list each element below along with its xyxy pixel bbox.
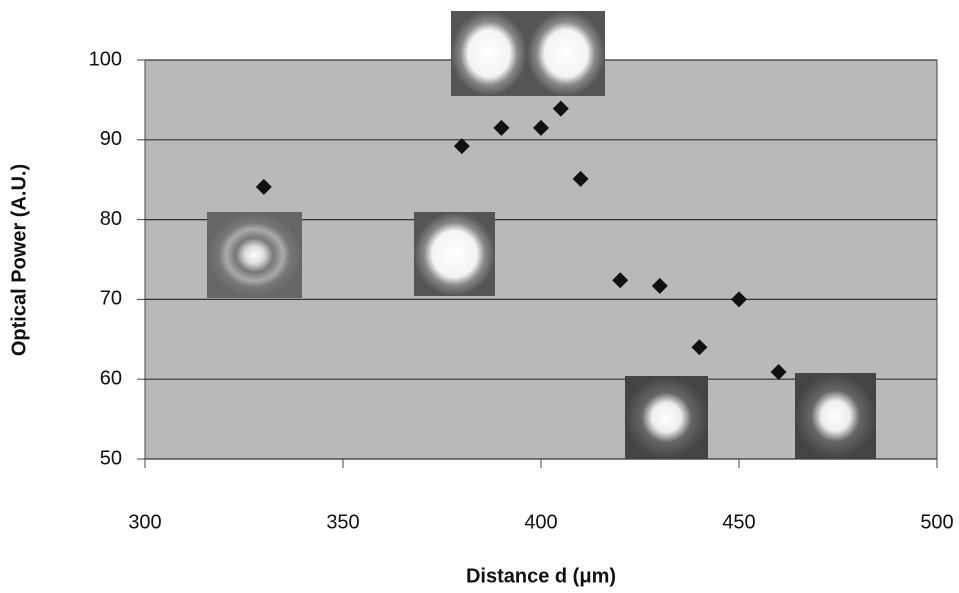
data-point [255, 178, 272, 195]
x-tick-label: 400 [524, 511, 557, 533]
data-point [651, 277, 668, 294]
y-axis-title: Optical Power (A.U.) [8, 164, 30, 356]
x-axis-title: Distance d (μm) [466, 565, 616, 587]
inset-image [527, 11, 605, 96]
data-point [533, 119, 549, 136]
x-tick-label: 300 [128, 511, 161, 533]
x-tick-label: 350 [326, 511, 359, 533]
y-tick-label: 80 [100, 208, 122, 230]
inset-image [451, 11, 527, 96]
y-tick-label: 50 [100, 447, 122, 469]
data-point [552, 100, 569, 117]
data-point [731, 291, 747, 308]
data-point [770, 364, 787, 381]
data-point [691, 339, 708, 356]
inset-image [207, 212, 302, 298]
y-tick-label: 100 [89, 48, 122, 70]
y-tick-label: 70 [100, 288, 122, 310]
data-point [453, 138, 470, 155]
data-point [493, 119, 510, 136]
y-tick-label: 90 [100, 128, 122, 150]
x-tick-label: 450 [722, 511, 755, 533]
inset-image [795, 373, 876, 459]
x-tick-label: 500 [920, 511, 953, 533]
inset-image [414, 212, 495, 296]
inset-image [625, 376, 708, 459]
insets [207, 11, 876, 459]
data-point [612, 272, 629, 289]
data-point [572, 170, 589, 187]
y-tick-label: 60 [100, 367, 122, 389]
